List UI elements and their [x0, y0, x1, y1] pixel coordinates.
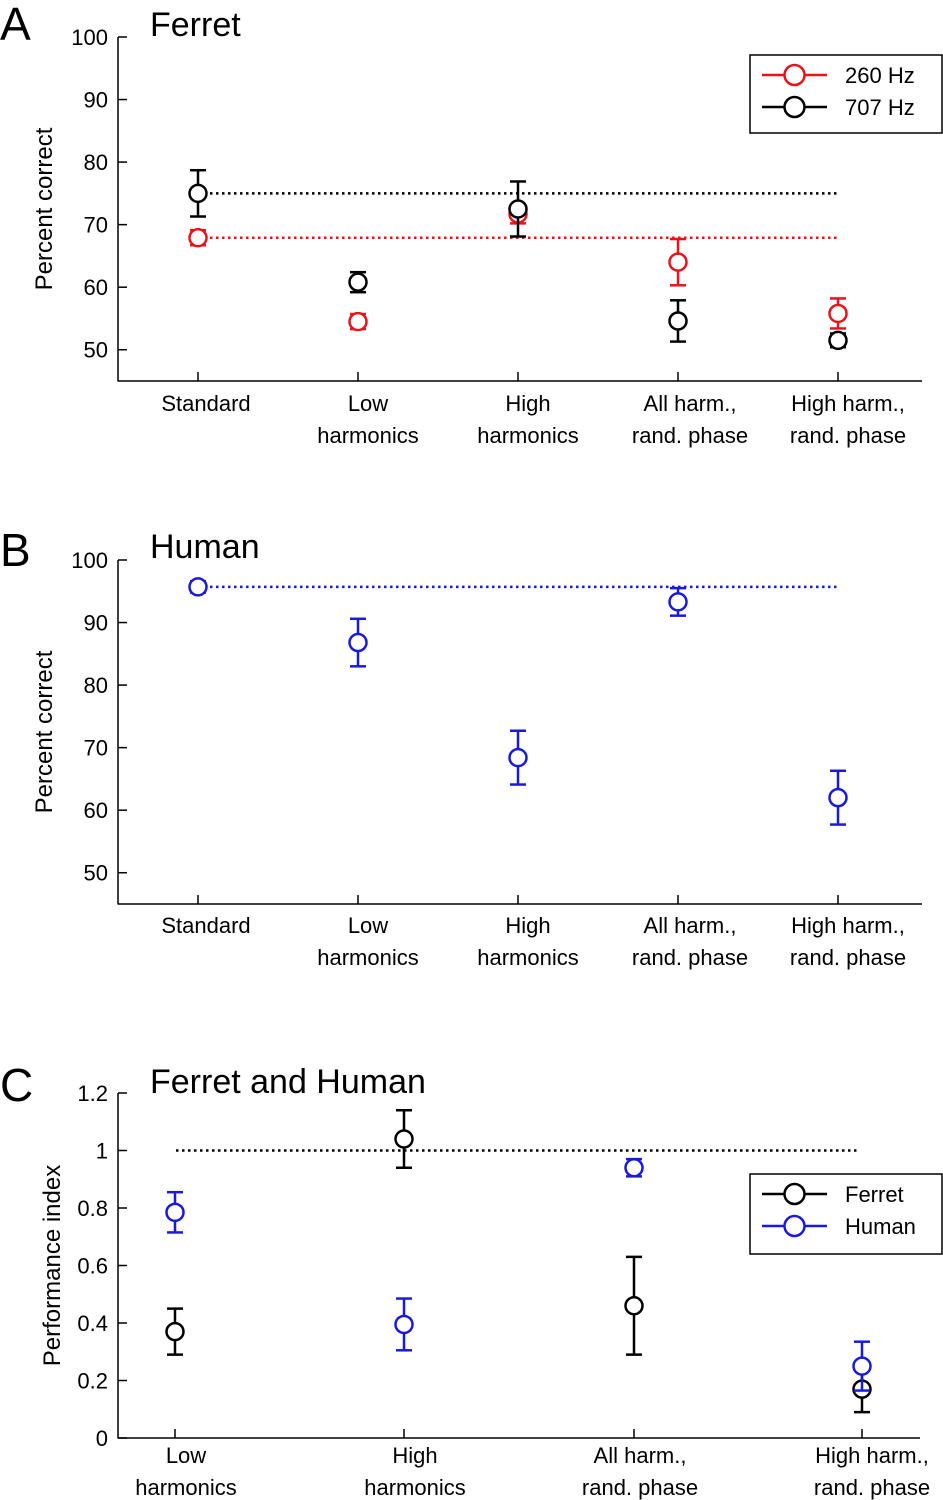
- y-tick-label: 1.2: [77, 1081, 108, 1106]
- data-point: [828, 303, 848, 324]
- legend-label: 707 Hz: [845, 95, 915, 120]
- x-tick-label: rand. phase: [582, 1475, 698, 1500]
- panel-letter: A: [0, 0, 31, 50]
- legend: 260 Hz 707 Hz: [749, 54, 943, 134]
- legend-marker: [783, 95, 806, 119]
- y-tick-label: 100: [71, 25, 108, 50]
- y-tick-label: 1: [96, 1139, 108, 1164]
- x-tick-label: Low: [348, 913, 388, 938]
- x-tick-label: All harm.,: [644, 391, 737, 416]
- series-ferret: [165, 1109, 872, 1414]
- x-tick-label: rand. phase: [790, 423, 906, 448]
- y-tick-label: 60: [84, 275, 108, 300]
- data-point: [508, 747, 528, 768]
- x-tick-label: rand. phase: [632, 945, 748, 970]
- y-tick-label: 100: [71, 548, 108, 573]
- y-axis-label: Percent correct: [31, 650, 58, 813]
- legend-marker: [783, 1214, 806, 1238]
- x-tick-label: High: [505, 913, 550, 938]
- legend: Ferret Human: [749, 1173, 943, 1255]
- y-tick-label: 60: [84, 798, 108, 823]
- data-point: [394, 1129, 414, 1149]
- x-tick-label: harmonics: [477, 423, 578, 448]
- legend-box: [749, 1173, 943, 1255]
- panel-letter: B: [0, 524, 31, 576]
- x-tick-label: Low: [166, 1443, 206, 1468]
- legend-label: 260 Hz: [845, 63, 915, 88]
- y-tick-label: 90: [84, 88, 108, 113]
- panel-title: Human: [150, 528, 260, 566]
- series-human: [188, 577, 848, 826]
- panel-b: B Human 50 60 70 80 90 100 Standard Low harmonics H…: [0, 524, 922, 970]
- data-point: [852, 1356, 872, 1376]
- x-tick-label: harmonics: [364, 1475, 465, 1500]
- y-tick-label: 0.2: [77, 1369, 108, 1394]
- y-tick-label: 70: [84, 736, 108, 761]
- data-point: [348, 311, 368, 332]
- y-axis-label: Performance index: [39, 1165, 66, 1366]
- data-point: [828, 787, 848, 808]
- y-tick-label: 80: [84, 150, 108, 175]
- data-point: [508, 199, 528, 219]
- x-tick-label: rand. phase: [632, 423, 748, 448]
- x-tick-label: All harm.,: [594, 1443, 687, 1468]
- x-tick-label: Standard: [161, 913, 250, 938]
- panel-letter: C: [0, 1059, 33, 1111]
- x-tick-label: rand. phase: [814, 1475, 930, 1500]
- data-point: [165, 1321, 185, 1342]
- x-tick-label: High harm.,: [815, 1443, 929, 1468]
- legend-marker: [783, 63, 806, 87]
- data-point: [624, 1296, 644, 1316]
- x-tick-label: High: [505, 391, 550, 416]
- series-human: [165, 1157, 872, 1392]
- data-point: [828, 330, 848, 351]
- data-point: [348, 272, 368, 292]
- x-tick-label: High: [392, 1443, 437, 1468]
- legend-label: Ferret: [845, 1182, 904, 1207]
- data-point: [188, 183, 208, 204]
- y-axis-label: Percent correct: [31, 127, 58, 290]
- x-tick-label: Standard: [161, 391, 250, 416]
- data-point: [668, 311, 688, 331]
- data-point: [188, 577, 208, 597]
- panel-a: A Ferret 50 60 70 80 90 100 Standard Low harmonics…: [0, 0, 943, 448]
- panel-c: C Ferret and Human 0 0.2 0.4 0.6 0.8 1 1.2 Low har…: [0, 1059, 943, 1500]
- panel-title: Ferret: [150, 6, 241, 44]
- legend-marker: [783, 1182, 806, 1206]
- data-point: [165, 1202, 185, 1223]
- x-tick-label: rand. phase: [790, 945, 906, 970]
- data-point: [188, 228, 208, 248]
- y-tick-label: 70: [84, 213, 108, 238]
- legend-label: Human: [845, 1214, 916, 1239]
- y-tick-label: 80: [84, 673, 108, 698]
- x-tick-label: harmonics: [317, 945, 418, 970]
- data-point: [394, 1314, 414, 1335]
- y-tick-label: 90: [84, 611, 108, 636]
- x-tick-label: harmonics: [477, 945, 578, 970]
- x-tick-label: High harm.,: [791, 391, 905, 416]
- y-tick-label: 50: [84, 861, 108, 886]
- x-tick-label: harmonics: [135, 1475, 236, 1500]
- data-point: [668, 252, 688, 272]
- series-707-hz: [188, 168, 848, 351]
- panel-title: Ferret and Human: [150, 1063, 426, 1101]
- x-tick-label: harmonics: [317, 423, 418, 448]
- y-tick-label: 0.4: [77, 1311, 108, 1336]
- legend-box: [749, 54, 943, 134]
- data-point: [348, 632, 368, 653]
- y-tick-label: 0: [96, 1426, 108, 1451]
- y-tick-label: 50: [84, 338, 108, 363]
- data-point: [668, 592, 688, 612]
- x-tick-label: All harm.,: [644, 913, 737, 938]
- x-tick-label: High harm.,: [791, 913, 905, 938]
- x-tick-label: Low: [348, 391, 388, 416]
- y-tick-label: 0.6: [77, 1254, 108, 1279]
- data-point: [624, 1158, 644, 1178]
- y-tick-label: 0.8: [77, 1196, 108, 1221]
